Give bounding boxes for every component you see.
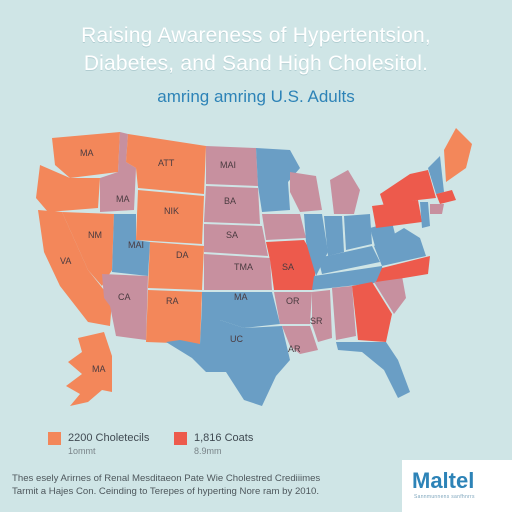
state-florida bbox=[336, 342, 410, 398]
label-ca: VA bbox=[60, 256, 71, 266]
state-nebraska bbox=[204, 224, 268, 256]
label-ut: MAI bbox=[128, 240, 144, 250]
legend-swatch-orange bbox=[48, 432, 61, 445]
state-new-mexico bbox=[146, 290, 202, 344]
label-nm: RA bbox=[166, 296, 179, 306]
state-west-virginia bbox=[370, 222, 396, 250]
state-washington bbox=[52, 132, 120, 178]
state-south-dakota bbox=[204, 186, 260, 224]
label-nv: NM bbox=[88, 230, 102, 240]
state-california bbox=[38, 210, 112, 326]
legend-sublabel: 1ommt bbox=[68, 446, 96, 456]
footnote-line-2: Tarmit a Hajes Con. Ceinding to Terepes … bbox=[12, 486, 319, 497]
label-ar: OR bbox=[286, 296, 300, 306]
label-ak: MA bbox=[92, 364, 106, 374]
state-oregon bbox=[36, 165, 100, 212]
page-subtitle: amring amring U.S. Adults bbox=[157, 87, 355, 106]
state-wyoming bbox=[136, 190, 204, 244]
state-kentucky bbox=[318, 246, 380, 274]
state-north-carolina bbox=[376, 256, 430, 282]
label-co: DA bbox=[176, 250, 189, 260]
logo-name: Maltel bbox=[412, 468, 475, 493]
label-mt: ATT bbox=[158, 158, 175, 168]
page-title: Raising Awareness of Hypertentsion, Diab… bbox=[0, 22, 512, 78]
state-utah bbox=[112, 214, 150, 276]
state-north-dakota bbox=[206, 146, 258, 186]
legend-swatch-red bbox=[174, 432, 187, 445]
state-alabama bbox=[332, 286, 356, 340]
state-maine bbox=[444, 128, 472, 182]
label-mo: SA bbox=[282, 262, 294, 272]
state-idaho bbox=[100, 132, 136, 212]
state-massachusetts bbox=[436, 190, 456, 204]
state-louisiana bbox=[282, 326, 318, 354]
title-line-2: Diabetes, and Sand High Cholesitol. bbox=[83, 52, 429, 75]
label-ne: SA bbox=[226, 230, 238, 240]
state-iowa bbox=[262, 214, 306, 240]
label-az: CA bbox=[118, 292, 131, 302]
state-connecticut bbox=[430, 204, 444, 214]
state-alaska bbox=[66, 332, 112, 406]
us-map: MA ATT MAI MA NIK BA NM MAI DA SA VA TMA… bbox=[36, 128, 472, 406]
label-wa: MA bbox=[80, 148, 94, 158]
state-montana bbox=[126, 134, 206, 194]
state-indiana bbox=[324, 216, 344, 256]
label-nd: MAI bbox=[220, 160, 236, 170]
state-texas bbox=[166, 304, 290, 406]
state-new-jersey bbox=[420, 202, 430, 228]
brand-logo: Maltel Sannmunnens sanfhnrrs bbox=[402, 460, 512, 512]
label-ok: MA bbox=[234, 292, 248, 302]
title-line-1: Raising Awareness of Hypertentsion, bbox=[81, 24, 431, 47]
legend-sublabel: 8.9mm bbox=[194, 446, 222, 456]
legend-label: 1,816 Coats bbox=[194, 432, 254, 444]
state-new-york bbox=[380, 170, 436, 206]
legend-label: 2200 Choletecils bbox=[68, 432, 150, 444]
label-or-id: MA bbox=[116, 194, 130, 204]
state-colorado bbox=[148, 242, 204, 290]
label-ks: TMA bbox=[234, 262, 253, 272]
state-minnesota bbox=[256, 148, 300, 212]
state-georgia bbox=[352, 282, 392, 342]
label-wy: NIK bbox=[164, 206, 179, 216]
state-missouri bbox=[266, 240, 316, 290]
state-kansas bbox=[204, 254, 272, 290]
label-tx: UC bbox=[230, 334, 243, 344]
state-arkansas bbox=[274, 292, 312, 324]
state-south-carolina bbox=[374, 276, 406, 314]
label-la: AR bbox=[288, 344, 301, 354]
state-mississippi bbox=[312, 290, 332, 342]
logo-tagline: Sannmunnens sanfhnrrs bbox=[414, 494, 475, 500]
state-oklahoma bbox=[202, 292, 280, 328]
state-virginia bbox=[374, 228, 426, 266]
state-vermont-nh bbox=[428, 156, 444, 194]
footnote-line-1: Thes esely Arirnes of Renal Mesditaeon P… bbox=[12, 473, 321, 484]
state-arizona bbox=[102, 274, 148, 340]
footnote: Thes esely Arirnes of Renal Mesditaeon P… bbox=[12, 472, 392, 498]
state-wisconsin bbox=[290, 172, 322, 212]
state-ohio bbox=[344, 214, 372, 250]
state-nevada bbox=[62, 212, 114, 286]
state-pennsylvania bbox=[372, 200, 422, 228]
state-michigan bbox=[330, 170, 360, 214]
label-ms: SR bbox=[310, 316, 323, 326]
label-sd: BA bbox=[224, 196, 236, 206]
